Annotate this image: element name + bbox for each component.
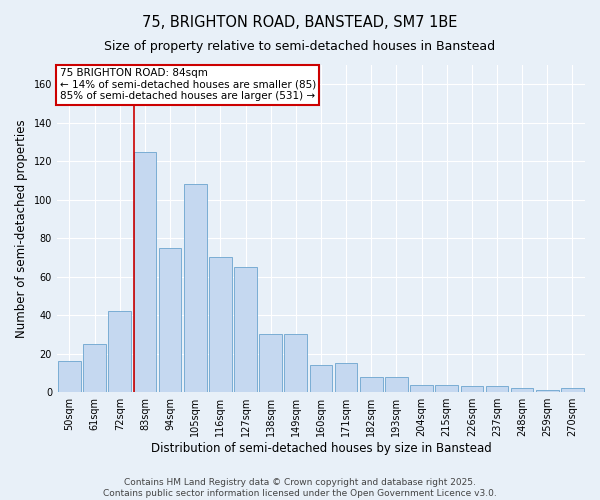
Bar <box>310 366 332 392</box>
Text: Contains HM Land Registry data © Crown copyright and database right 2025.
Contai: Contains HM Land Registry data © Crown c… <box>103 478 497 498</box>
Text: 75 BRIGHTON ROAD: 84sqm
← 14% of semi-detached houses are smaller (85)
85% of se: 75 BRIGHTON ROAD: 84sqm ← 14% of semi-de… <box>59 68 316 102</box>
Bar <box>485 386 508 392</box>
Bar <box>511 388 533 392</box>
Bar <box>109 312 131 392</box>
Bar <box>259 334 282 392</box>
Bar <box>209 258 232 392</box>
Bar <box>410 384 433 392</box>
Bar <box>385 377 408 392</box>
Bar <box>436 384 458 392</box>
Bar <box>561 388 584 392</box>
Bar <box>360 377 383 392</box>
Text: 75, BRIGHTON ROAD, BANSTEAD, SM7 1BE: 75, BRIGHTON ROAD, BANSTEAD, SM7 1BE <box>142 15 458 30</box>
Bar <box>134 152 156 392</box>
Y-axis label: Number of semi-detached properties: Number of semi-detached properties <box>15 120 28 338</box>
Bar <box>83 344 106 392</box>
Bar <box>461 386 483 392</box>
Bar <box>536 390 559 392</box>
Bar <box>58 362 81 392</box>
Bar <box>159 248 181 392</box>
Bar <box>184 184 206 392</box>
Bar <box>335 364 358 392</box>
Text: Size of property relative to semi-detached houses in Banstead: Size of property relative to semi-detach… <box>104 40 496 53</box>
X-axis label: Distribution of semi-detached houses by size in Banstead: Distribution of semi-detached houses by … <box>151 442 491 455</box>
Bar <box>284 334 307 392</box>
Bar <box>234 267 257 392</box>
